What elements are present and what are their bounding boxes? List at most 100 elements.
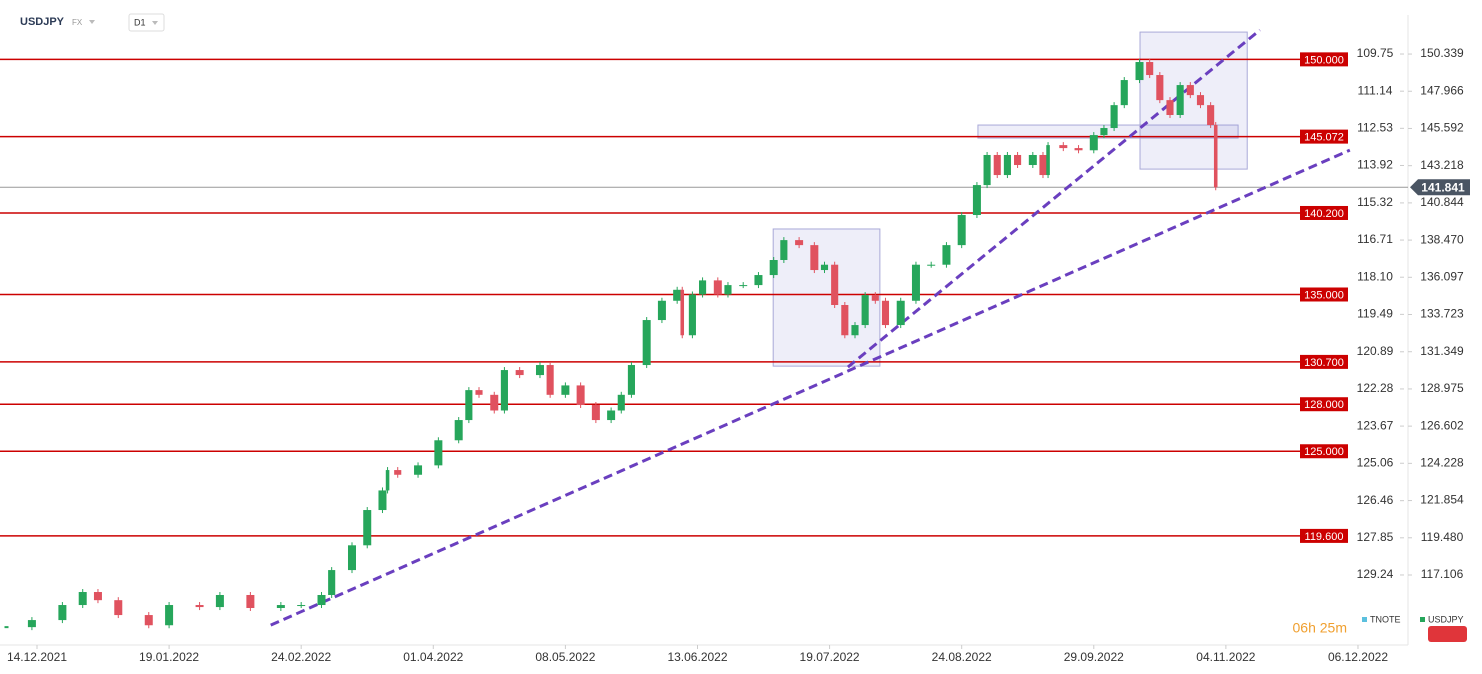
y2-tick-label: 118.10 bbox=[1357, 269, 1393, 283]
candle bbox=[490, 394, 499, 411]
candle bbox=[1014, 154, 1022, 166]
candle bbox=[347, 545, 356, 571]
candle bbox=[911, 264, 920, 301]
level-label: 128.000 bbox=[1304, 399, 1344, 411]
trendline bbox=[270, 148, 1351, 627]
candle bbox=[795, 240, 804, 246]
x-tick-label: 19.01.2022 bbox=[139, 650, 199, 664]
candle bbox=[657, 300, 666, 321]
y2-tick-label: 111.14 bbox=[1358, 83, 1393, 97]
x-tick-label: 19.07.2022 bbox=[800, 650, 860, 664]
legend-label: TNOTE bbox=[1370, 614, 1401, 624]
level-label: 140.200 bbox=[1304, 208, 1344, 220]
level-label: 125.000 bbox=[1304, 446, 1344, 458]
candle bbox=[607, 410, 616, 421]
y-tick-label: 150.339 bbox=[1420, 46, 1464, 60]
candle bbox=[871, 295, 879, 301]
level-tag bbox=[1300, 205, 1348, 220]
x-tick-label: 01.04.2022 bbox=[403, 650, 463, 664]
candle bbox=[165, 605, 174, 626]
timeframe-select[interactable] bbox=[128, 13, 165, 32]
level-tag bbox=[1300, 528, 1348, 543]
candle bbox=[881, 300, 890, 326]
candle bbox=[297, 605, 306, 607]
x-tick-label: 13.06.2022 bbox=[667, 650, 727, 664]
y-tick-label: 145.592 bbox=[1420, 121, 1464, 135]
candle bbox=[972, 185, 981, 216]
y-tick-label: 138.470 bbox=[1420, 232, 1464, 246]
y2-tick-label: 120.89 bbox=[1357, 344, 1394, 358]
candle bbox=[363, 510, 372, 546]
y-tick-label: 121.854 bbox=[1420, 493, 1464, 507]
x-tick-label: 08.05.2022 bbox=[535, 650, 595, 664]
level-label: 130.700 bbox=[1304, 357, 1344, 369]
dropdown-arrow[interactable] bbox=[89, 20, 95, 24]
candle bbox=[861, 295, 869, 326]
candle bbox=[561, 385, 570, 395]
y2-tick-label: 116.71 bbox=[1357, 232, 1393, 246]
y2-tick-label: 119.49 bbox=[1357, 307, 1393, 321]
candle bbox=[993, 154, 1001, 176]
legend-swatch bbox=[1420, 617, 1425, 622]
candle bbox=[927, 264, 936, 266]
candle bbox=[276, 605, 285, 609]
candle bbox=[1059, 145, 1068, 149]
candle bbox=[114, 600, 123, 616]
y2-tick-label: 113.92 bbox=[1357, 158, 1393, 172]
y2-tick-label: 112.53 bbox=[1357, 121, 1393, 135]
last-price-label: 141.841 bbox=[1421, 180, 1465, 194]
level-tag bbox=[1300, 287, 1348, 302]
candle bbox=[642, 320, 651, 366]
candle bbox=[434, 440, 443, 466]
action-button[interactable] bbox=[1428, 626, 1467, 642]
candle bbox=[1046, 145, 1050, 176]
level-tag bbox=[1300, 444, 1348, 459]
candle bbox=[739, 285, 748, 287]
candle bbox=[1028, 154, 1037, 166]
y2-tick-label: 129.24 bbox=[1357, 567, 1394, 581]
symbol[interactable]: USDJPY bbox=[20, 16, 65, 28]
candle bbox=[1207, 105, 1215, 126]
y-tick-label: 117.106 bbox=[1421, 567, 1464, 581]
candle bbox=[27, 620, 36, 628]
timeframe[interactable]: D1 bbox=[134, 17, 146, 27]
dropdown-arrow[interactable] bbox=[152, 21, 158, 25]
candle bbox=[1074, 148, 1083, 151]
market: FX bbox=[72, 18, 83, 27]
candle bbox=[1166, 100, 1174, 116]
y2-tick-label: 122.28 bbox=[1357, 381, 1394, 395]
candle bbox=[4, 626, 9, 629]
candle bbox=[680, 289, 685, 336]
legend-swatch bbox=[1362, 617, 1367, 622]
candle bbox=[378, 490, 387, 511]
x-tick-label: 14.12.2021 bbox=[7, 650, 67, 664]
candle bbox=[195, 605, 204, 608]
y2-tick-label: 126.46 bbox=[1357, 493, 1394, 507]
y-tick-label: 119.480 bbox=[1421, 530, 1464, 544]
y-tick-label: 136.097 bbox=[1420, 269, 1464, 283]
candle bbox=[896, 300, 905, 326]
candle bbox=[58, 605, 67, 621]
countdown-timer: 06h 25m bbox=[1293, 620, 1347, 636]
candle bbox=[713, 280, 722, 295]
y-tick-label: 143.218 bbox=[1420, 158, 1464, 172]
candle bbox=[328, 570, 336, 595]
candle bbox=[475, 390, 483, 395]
candle bbox=[317, 594, 326, 606]
candle bbox=[780, 240, 788, 261]
candle bbox=[942, 245, 951, 265]
level-label: 145.072 bbox=[1304, 132, 1344, 144]
candle bbox=[1213, 125, 1218, 188]
candle bbox=[1110, 105, 1118, 129]
candle bbox=[500, 370, 508, 411]
candle bbox=[769, 260, 778, 276]
y-tick-label: 147.966 bbox=[1420, 83, 1464, 97]
level-label: 119.600 bbox=[1305, 531, 1344, 543]
candle bbox=[1039, 154, 1047, 176]
candle bbox=[144, 615, 153, 626]
level-label: 135.000 bbox=[1304, 289, 1344, 301]
candle bbox=[454, 420, 463, 441]
candle bbox=[1156, 75, 1164, 101]
candle bbox=[465, 390, 473, 421]
